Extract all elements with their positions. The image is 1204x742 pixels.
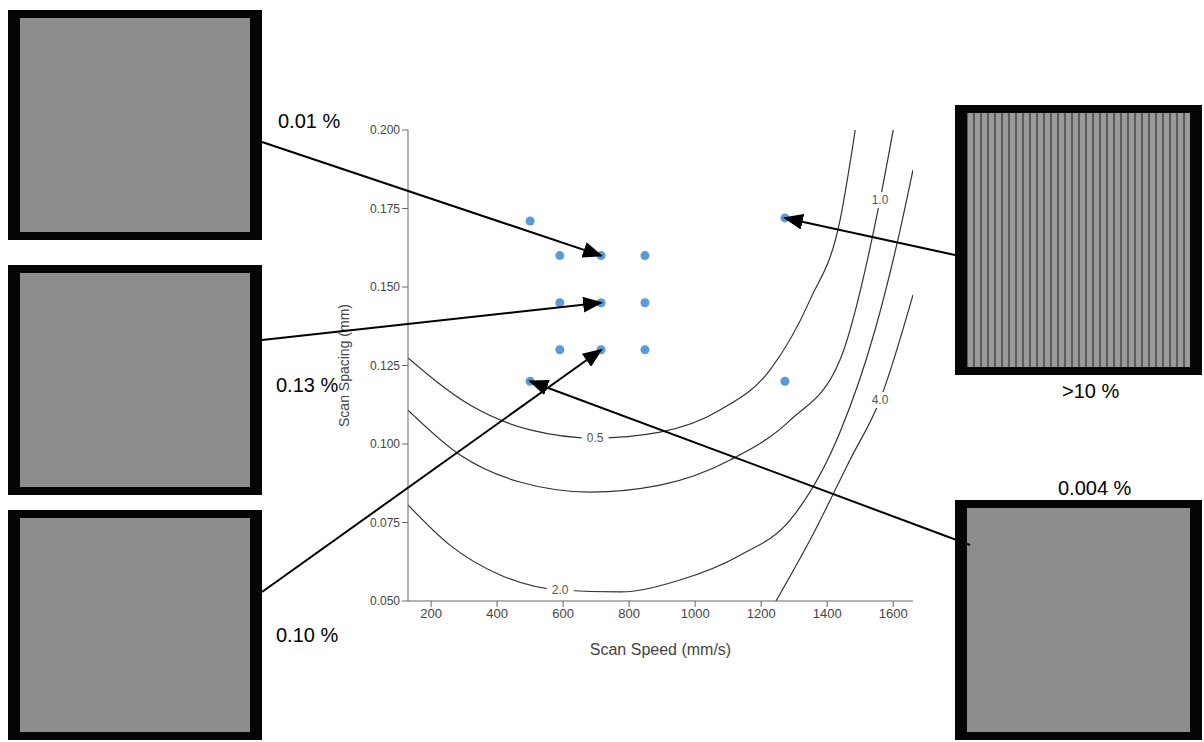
- svg-text:0.004 %: 0.004 %: [1058, 477, 1132, 499]
- svg-text:0.125: 0.125: [370, 359, 400, 373]
- svg-text:0.100: 0.100: [370, 437, 400, 451]
- svg-text:1200: 1200: [747, 606, 776, 621]
- svg-text:0.050: 0.050: [370, 594, 400, 608]
- svg-text:2.0: 2.0: [552, 583, 569, 597]
- svg-text:1600: 1600: [879, 606, 908, 621]
- svg-text:200: 200: [420, 606, 442, 621]
- svg-text:400: 400: [486, 606, 508, 621]
- svg-text:4.0: 4.0: [872, 393, 889, 407]
- svg-text:1.0: 1.0: [872, 193, 889, 207]
- svg-text:0.175: 0.175: [370, 202, 400, 216]
- svg-text:0.13 %: 0.13 %: [276, 374, 338, 396]
- svg-text:1000: 1000: [681, 606, 710, 621]
- svg-text:Scan Spacing (mm): Scan Spacing (mm): [336, 304, 352, 427]
- svg-text:>10 %: >10 %: [1062, 380, 1119, 402]
- svg-text:0.5: 0.5: [587, 431, 604, 445]
- svg-text:Scan Speed (mm/s): Scan Speed (mm/s): [590, 641, 731, 658]
- svg-text:600: 600: [552, 606, 574, 621]
- svg-text:0.10 %: 0.10 %: [276, 624, 338, 646]
- svg-text:800: 800: [618, 606, 640, 621]
- svg-text:1400: 1400: [813, 606, 842, 621]
- svg-text:0.150: 0.150: [370, 280, 400, 294]
- svg-text:0.01 %: 0.01 %: [278, 110, 340, 132]
- svg-text:0.200: 0.200: [370, 123, 400, 137]
- svg-text:0.075: 0.075: [370, 516, 400, 530]
